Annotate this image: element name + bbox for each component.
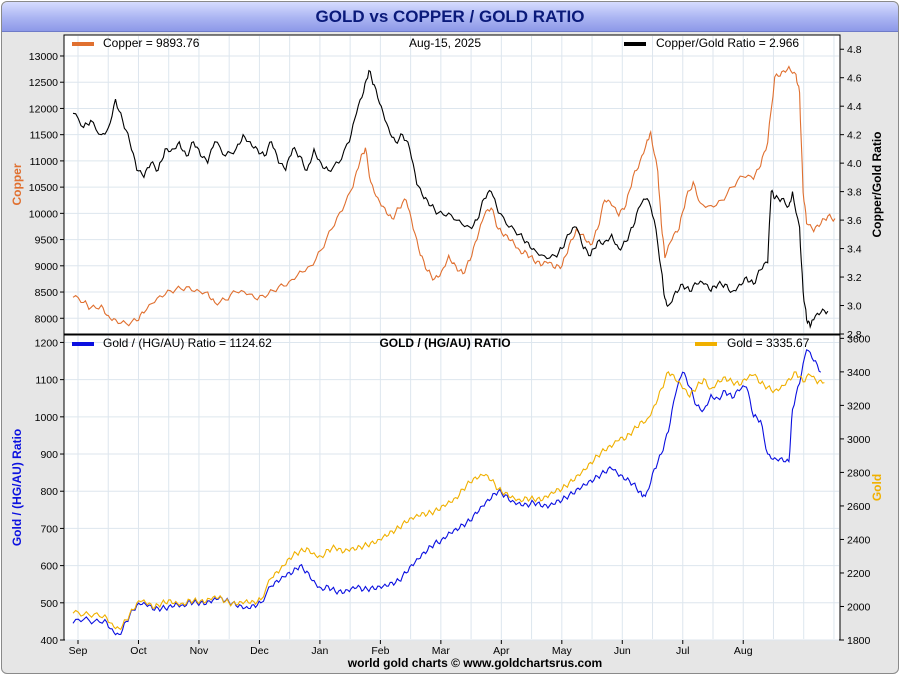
- legend-text-right: Gold = 3335.67: [727, 336, 810, 350]
- series-line-1-1: [72, 65, 836, 327]
- left-tick-label: 9500: [35, 235, 59, 247]
- x-tick-label: Feb: [371, 645, 389, 657]
- left-tick-label: 400: [40, 635, 58, 647]
- series-line-2-2: [72, 371, 825, 631]
- credit-text: world gold charts © www.goldchartsrus.co…: [347, 656, 602, 670]
- x-tick-label: Mar: [432, 645, 451, 657]
- x-tick-label: Apr: [493, 645, 510, 657]
- right-tick-label: 2.8: [847, 329, 862, 341]
- plot-area-2: [63, 334, 841, 641]
- right-tick-label: 4.4: [847, 101, 862, 113]
- right-tick-label: 3.0: [847, 301, 862, 313]
- right-tick-label: 4.2: [847, 130, 862, 142]
- left-tick-label: 800: [40, 486, 58, 498]
- right-tick-label: 2000: [847, 601, 871, 613]
- right-tick-label: 2600: [847, 501, 871, 513]
- left-tick-label: 12500: [29, 77, 58, 89]
- right-tick-label: 3.6: [847, 215, 862, 227]
- x-tick-label: Jul: [676, 645, 689, 657]
- left-tick-label: 11500: [30, 130, 59, 142]
- x-tick-label: Oct: [130, 645, 146, 657]
- left-tick-label: 900: [40, 449, 58, 461]
- series-line-1-2: [72, 69, 829, 329]
- panel-1: [60, 36, 844, 335]
- legend-text-right: Copper/Gold Ratio = 2.966: [656, 36, 799, 50]
- left-tick-label: 10500: [29, 182, 58, 194]
- right-tick-label: 4.0: [847, 158, 862, 170]
- legend-text-left: Gold / (HG/AU) Ratio = 1124.62: [103, 336, 272, 350]
- x-tick-label: Jun: [614, 645, 631, 657]
- legend-text-left: Copper = 9893.76: [103, 36, 200, 50]
- plot-area-1: [63, 34, 841, 335]
- right-tick-label: 3.2: [847, 272, 862, 284]
- x-tick-label: Nov: [190, 645, 209, 657]
- left-tick-label: 8000: [35, 313, 59, 325]
- left-tick-label: 1000: [35, 412, 59, 424]
- chart-title: GOLD vs COPPER / GOLD RATIO: [315, 7, 585, 26]
- right-tick-label: 3.4: [847, 244, 862, 256]
- left-tick-label: 12000: [29, 103, 58, 115]
- right-tick-label: 3000: [847, 434, 871, 446]
- left-tick-label: 700: [40, 523, 58, 535]
- right-tick-label: 3200: [847, 400, 871, 412]
- x-tick-label: May: [552, 645, 573, 657]
- right-tick-label: 3600: [847, 333, 871, 345]
- left-tick-label: 600: [40, 561, 58, 573]
- right-tick-label: 1800: [847, 635, 871, 647]
- chart-date: Aug-15, 2025: [409, 36, 481, 50]
- series-line-2-1: [72, 349, 822, 636]
- right-tick-label: 3400: [847, 367, 871, 379]
- legend-swatch-right: [624, 42, 646, 46]
- left-tick-label: 1100: [35, 375, 58, 387]
- x-tick-label: Jan: [311, 645, 328, 657]
- left-tick-label: 10000: [29, 208, 58, 220]
- panel-title: GOLD / (HG/AU) RATIO: [379, 336, 510, 350]
- right-tick-label: 2400: [847, 534, 871, 546]
- right-axis-label: Gold: [870, 474, 884, 501]
- right-tick-label: 2200: [847, 568, 871, 580]
- right-tick-label: 4.6: [847, 73, 862, 85]
- left-tick-label: 1200: [35, 337, 59, 349]
- x-tick-label: Aug: [734, 645, 753, 657]
- right-tick-label: 2800: [847, 467, 871, 479]
- x-tick-label: Dec: [250, 645, 269, 657]
- legend-swatch-left: [72, 342, 94, 346]
- legend-swatch-right: [695, 342, 717, 346]
- left-axis-label: Copper: [10, 163, 24, 205]
- left-axis-label: Gold / (HG/AU) Ratio: [10, 429, 24, 546]
- left-tick-label: 9000: [35, 261, 59, 273]
- left-tick-label: 500: [40, 598, 58, 610]
- right-tick-label: 3.8: [847, 187, 862, 199]
- title-bar: GOLD vs COPPER / GOLD RATIO: [2, 2, 898, 32]
- right-axis-label: Copper/Gold Ratio: [870, 132, 884, 238]
- panel-2: [60, 336, 844, 641]
- left-tick-label: 8500: [35, 287, 59, 299]
- x-tick-label: Sep: [69, 645, 88, 657]
- legend-swatch-left: [72, 42, 94, 46]
- left-tick-label: 11000: [30, 156, 59, 168]
- left-tick-label: 13000: [29, 51, 58, 63]
- right-tick-label: 4.8: [847, 44, 862, 56]
